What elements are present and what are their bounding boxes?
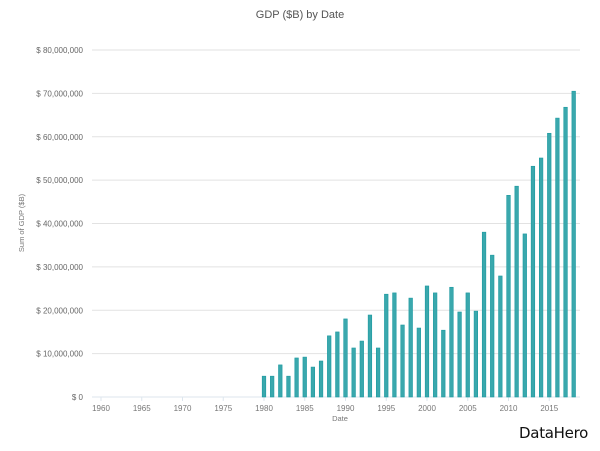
bar-1991[interactable] <box>351 347 356 398</box>
bar-1996[interactable] <box>392 292 397 398</box>
datahero-logo: DataHero <box>519 424 588 442</box>
bar-1997[interactable] <box>400 324 405 398</box>
chart-title: GDP ($B) by Date <box>256 9 344 21</box>
bar-2006[interactable] <box>473 310 479 398</box>
bar-1982[interactable] <box>278 364 283 398</box>
x-tick-label: 1995 <box>377 404 395 413</box>
bar-1988[interactable] <box>327 335 332 398</box>
x-tick-label: 2005 <box>459 404 477 413</box>
x-tick-label: 1970 <box>174 404 192 413</box>
bar-1987[interactable] <box>318 360 324 398</box>
x-tick-label: 2000 <box>418 404 436 413</box>
bar-2001[interactable] <box>433 292 438 398</box>
x-tick-label: 2010 <box>500 404 518 413</box>
bar-1992[interactable] <box>359 340 364 398</box>
y-tick-label: $ 60,000,000 <box>36 133 83 142</box>
x-axis-label: Date <box>332 414 348 423</box>
y-tick-label: $ 10,000,000 <box>36 350 83 359</box>
bars <box>261 90 576 398</box>
x-tick-label: 1985 <box>296 404 314 413</box>
y-tick-label: $ 20,000,000 <box>36 306 83 315</box>
bar-1998[interactable] <box>408 297 413 398</box>
bar-1989[interactable] <box>335 331 340 398</box>
bar-2014[interactable] <box>538 157 544 398</box>
bar-2008[interactable] <box>490 254 495 398</box>
x-tick-label: 1965 <box>133 404 151 413</box>
x-tick-label: 1990 <box>337 404 355 413</box>
x-axis-ticks: 1960 1965 1970 1975 1980 1985 1990 1995 2000 2005… <box>92 397 559 413</box>
bar-2010[interactable] <box>506 195 511 398</box>
bar-1999[interactable] <box>416 327 421 398</box>
y-axis-ticks: $ 0 $ 10,000,000 $ 20,000,000 $ 30,000,000 $… <box>36 46 83 402</box>
bar-1990[interactable] <box>343 318 348 398</box>
bar-2012[interactable] <box>522 233 527 398</box>
y-tick-label: $ 30,000,000 <box>36 263 83 272</box>
bar-2009[interactable] <box>498 275 503 398</box>
bar-2013[interactable] <box>530 165 536 398</box>
y-tick-label: $ 70,000,000 <box>36 89 83 98</box>
y-tick-label: $ 80,000,000 <box>36 46 83 55</box>
bar-2015[interactable] <box>547 132 552 398</box>
bar-1980[interactable] <box>261 375 267 398</box>
bar-1984[interactable] <box>294 357 299 398</box>
bar-1995[interactable] <box>384 293 389 398</box>
bar-2000[interactable] <box>424 285 430 398</box>
bar-2003[interactable] <box>449 286 454 398</box>
bar-1981[interactable] <box>270 375 275 398</box>
y-axis-label: Sum of GDP ($B) <box>17 193 26 252</box>
bar-2018[interactable] <box>571 90 576 398</box>
y-tick-label: $ 0 <box>72 393 84 402</box>
bar-2017[interactable] <box>563 106 568 398</box>
bar-2004[interactable] <box>457 311 462 398</box>
y-tick-label: $ 40,000,000 <box>36 220 83 229</box>
bar-1993[interactable] <box>367 314 373 398</box>
x-tick-label: 1980 <box>255 404 273 413</box>
y-tick-label: $ 50,000,000 <box>36 176 83 185</box>
bar-2005[interactable] <box>465 292 470 398</box>
bar-1985[interactable] <box>302 356 307 398</box>
bar-2002[interactable] <box>441 329 446 398</box>
bar-1983[interactable] <box>286 375 291 398</box>
bar-2016[interactable] <box>555 117 560 398</box>
bar-2011[interactable] <box>514 185 519 398</box>
bar-2007[interactable] <box>481 231 487 398</box>
bar-1994[interactable] <box>375 347 381 398</box>
bar-1986[interactable] <box>310 366 316 398</box>
gridlines <box>92 49 580 398</box>
x-tick-label: 2015 <box>540 404 558 413</box>
x-tick-label: 1960 <box>92 404 110 413</box>
x-tick-label: 1975 <box>214 404 232 413</box>
